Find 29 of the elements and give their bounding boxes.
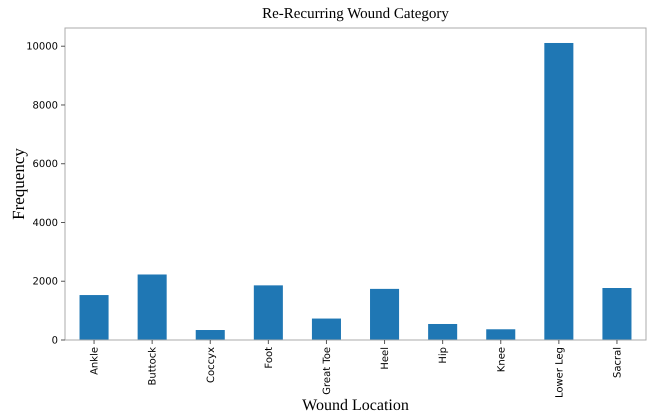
x-tick-label: Ankle [90, 347, 101, 375]
bar [138, 274, 167, 340]
bar [544, 42, 574, 340]
x-axis-title: Wound Location [302, 397, 409, 414]
y-tick-label: 8000 [32, 100, 58, 112]
y-tick-label: 4000 [32, 218, 58, 229]
y-tick-label: 2000 [32, 276, 58, 288]
x-tick-label: Hip [438, 347, 450, 364]
y-tick-label: 0 [52, 336, 58, 346]
bar [486, 329, 516, 340]
bar [428, 324, 458, 340]
x-tick-label: Foot [264, 346, 275, 369]
bar [312, 318, 341, 340]
bar [370, 288, 400, 340]
x-tick-label: Lower Leg [554, 347, 566, 398]
bar [80, 295, 109, 340]
y-axis-title: Frequency [9, 148, 28, 220]
x-tick-label: Great Toe [322, 347, 333, 395]
bar [602, 288, 632, 340]
y-tick-label: 6000 [32, 159, 58, 170]
chart-title: Re-Recurring Wound Category [262, 6, 450, 22]
y-tick-label: 10000 [26, 42, 58, 53]
x-tick-label: Coccyx [206, 346, 217, 383]
x-tick-label: Buttock [148, 346, 159, 386]
bar [196, 330, 225, 340]
x-tick-label: Heel [380, 347, 392, 370]
x-tick-label: Sacral [612, 347, 624, 378]
x-tick-label: Knee [496, 347, 508, 372]
bar [254, 285, 283, 340]
